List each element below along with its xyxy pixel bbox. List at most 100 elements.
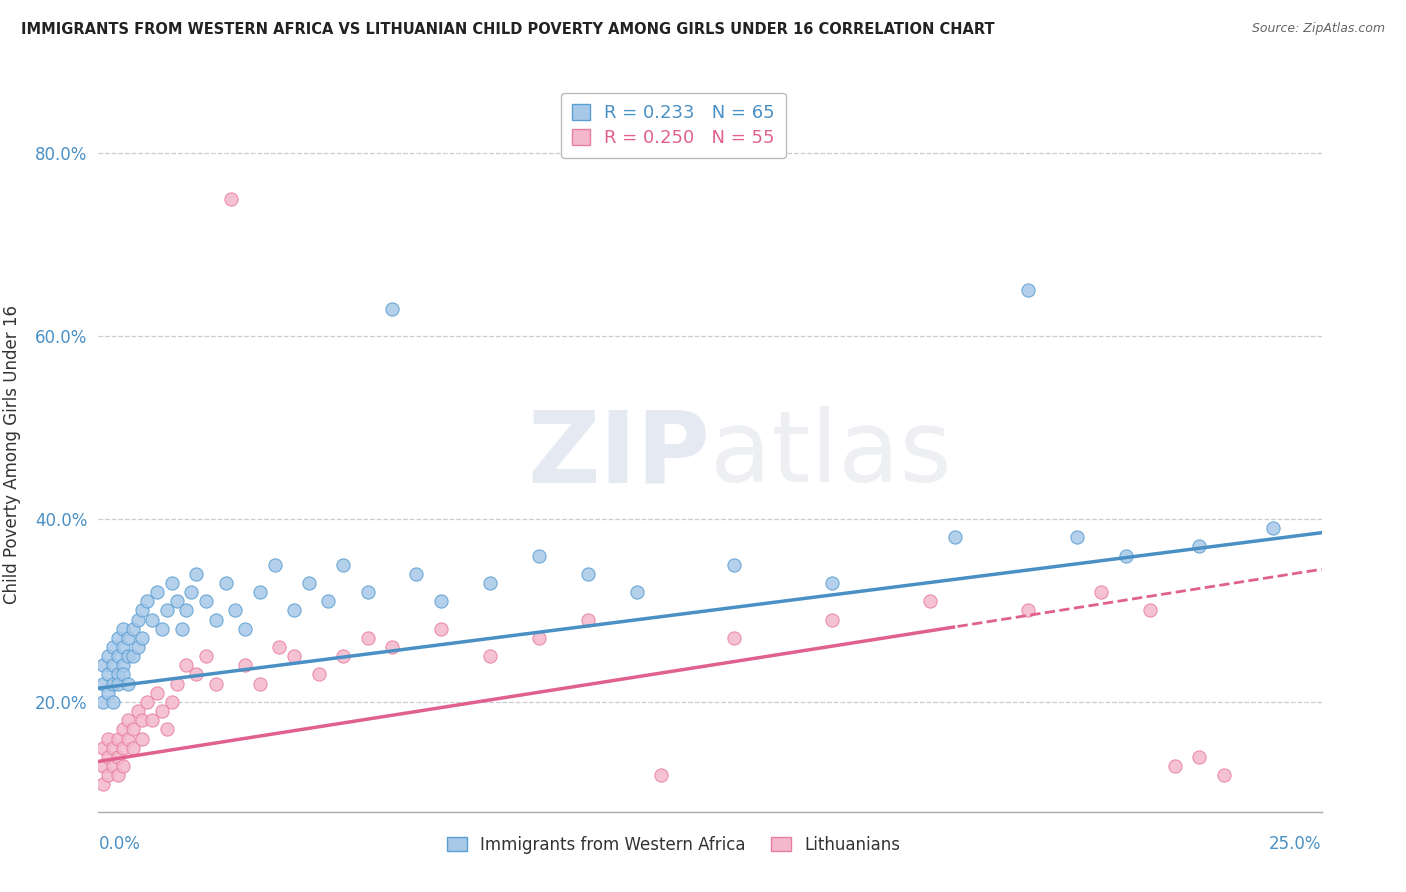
Point [146, 686, 169, 700]
Y-axis label: Child Poverty Among Girls Under 16: Child Poverty Among Girls Under 16 [3, 305, 21, 605]
Point [214, 576, 236, 591]
Point [111, 759, 134, 773]
Point [176, 658, 198, 673]
Point [107, 676, 129, 690]
Point [101, 640, 124, 654]
Point [233, 658, 256, 673]
Point [97, 768, 120, 782]
Point [821, 613, 844, 627]
Point [91, 759, 114, 773]
Point [117, 649, 139, 664]
Point [117, 676, 139, 690]
Point [111, 740, 134, 755]
Point [117, 731, 139, 746]
Point [97, 649, 120, 664]
Point [821, 576, 844, 591]
Point [308, 667, 330, 681]
Point [101, 740, 124, 755]
Point [478, 576, 501, 591]
Point [195, 594, 218, 608]
Point [91, 740, 114, 755]
Point [156, 723, 179, 737]
Point [111, 622, 134, 636]
Point [943, 530, 966, 544]
Point [527, 549, 550, 563]
Legend: Immigrants from Western Africa, Lithuanians: Immigrants from Western Africa, Lithuani… [440, 830, 907, 861]
Point [1017, 283, 1039, 297]
Point [478, 649, 501, 664]
Point [318, 594, 340, 608]
Point [1139, 603, 1161, 617]
Point [576, 566, 599, 581]
Point [1261, 521, 1284, 535]
Point [127, 640, 149, 654]
Point [650, 768, 672, 782]
Point [332, 649, 354, 664]
Point [111, 667, 134, 681]
Point [166, 594, 188, 608]
Point [131, 631, 153, 645]
Point [224, 603, 246, 617]
Point [131, 731, 153, 746]
Point [107, 649, 129, 664]
Point [1017, 603, 1039, 617]
Point [121, 649, 143, 664]
Point [332, 558, 354, 572]
Point [186, 667, 208, 681]
Point [141, 613, 163, 627]
Point [430, 594, 453, 608]
Point [1115, 549, 1137, 563]
Point [97, 686, 120, 700]
Text: IMMIGRANTS FROM WESTERN AFRICA VS LITHUANIAN CHILD POVERTY AMONG GIRLS UNDER 16 : IMMIGRANTS FROM WESTERN AFRICA VS LITHUA… [21, 22, 994, 37]
Point [131, 603, 153, 617]
Point [97, 731, 120, 746]
Point [219, 192, 242, 206]
Point [101, 676, 124, 690]
Point [107, 768, 129, 782]
Point [131, 713, 153, 727]
Point [283, 649, 305, 664]
Point [156, 603, 179, 617]
Point [141, 713, 163, 727]
Point [160, 695, 183, 709]
Point [527, 631, 550, 645]
Point [180, 585, 202, 599]
Point [381, 640, 404, 654]
Point [283, 603, 305, 617]
Point [430, 622, 453, 636]
Point [1090, 585, 1112, 599]
Point [97, 667, 120, 681]
Point [249, 585, 271, 599]
Point [101, 759, 124, 773]
Point [150, 622, 173, 636]
Point [176, 603, 198, 617]
Point [356, 631, 378, 645]
Point [249, 676, 271, 690]
Point [121, 622, 143, 636]
Point [1212, 768, 1234, 782]
Point [381, 301, 404, 316]
Point [263, 558, 285, 572]
Point [127, 613, 149, 627]
Point [1164, 759, 1187, 773]
Point [150, 704, 173, 718]
Text: ZIP: ZIP [527, 407, 710, 503]
Text: 0.0%: 0.0% [98, 835, 141, 853]
Point [405, 566, 427, 581]
Point [107, 667, 129, 681]
Text: Source: ZipAtlas.com: Source: ZipAtlas.com [1251, 22, 1385, 36]
Point [121, 740, 143, 755]
Point [723, 558, 745, 572]
Point [91, 695, 114, 709]
Point [920, 594, 942, 608]
Text: atlas: atlas [710, 407, 952, 503]
Point [117, 631, 139, 645]
Point [127, 704, 149, 718]
Point [195, 649, 218, 664]
Point [356, 585, 378, 599]
Point [107, 731, 129, 746]
Point [576, 613, 599, 627]
Text: 25.0%: 25.0% [1270, 835, 1322, 853]
Point [107, 749, 129, 764]
Point [205, 613, 228, 627]
